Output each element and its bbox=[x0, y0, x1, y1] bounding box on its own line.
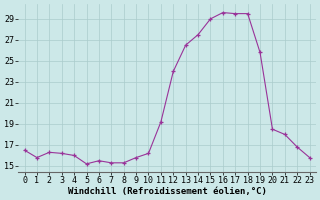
X-axis label: Windchill (Refroidissement éolien,°C): Windchill (Refroidissement éolien,°C) bbox=[68, 187, 267, 196]
